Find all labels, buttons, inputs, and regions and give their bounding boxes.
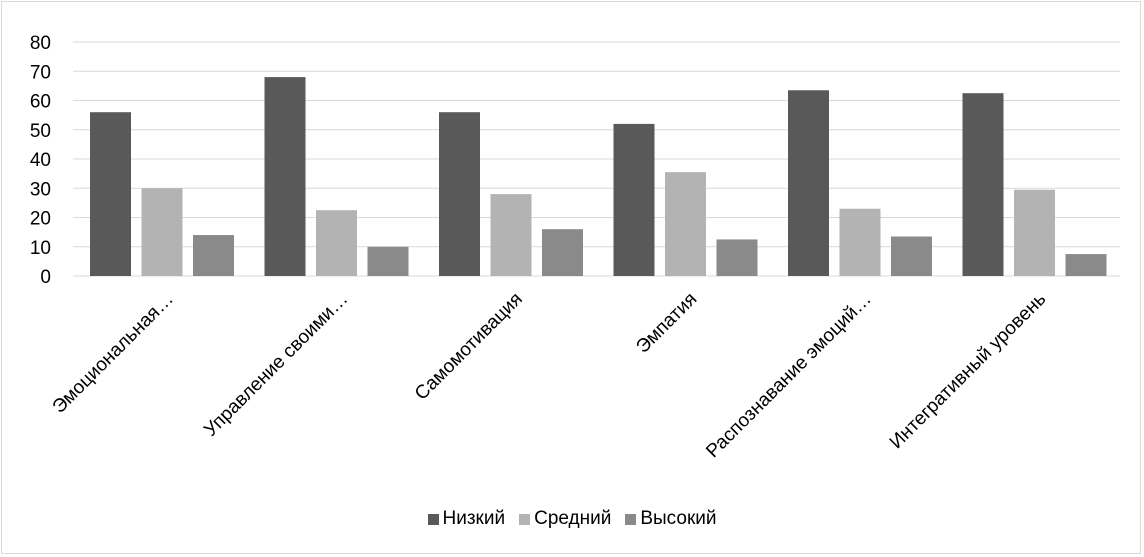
legend-item-series-2: Средний — [519, 508, 611, 530]
bar-series-2-category-2 — [316, 210, 357, 276]
legend-swatch-series-2 — [519, 513, 531, 525]
bar-series-3-category-2 — [367, 246, 409, 276]
bar-series-1-category-1 — [90, 112, 131, 276]
y-tick-label: 0 — [40, 267, 51, 288]
x-category-label: Распознавание эмоций… — [702, 289, 875, 462]
bar-series-2-category-1 — [141, 188, 183, 276]
bar-series-3-category-6 — [1065, 254, 1107, 276]
x-category-label: Эмпатия — [632, 289, 701, 358]
legend: Низкий Средний Высокий — [0, 508, 1144, 530]
bar-series-1-category-4 — [613, 123, 655, 277]
y-axis-tick-labels: 0 10 20 30 40 50 60 70 80 — [30, 33, 51, 288]
bar-series-3-category-1 — [193, 235, 234, 276]
y-tick-label: 40 — [30, 150, 51, 171]
x-category-label: Интегративный уровень — [886, 289, 1051, 454]
legend-label-series-3: Высокий — [640, 508, 717, 529]
bar-series-2-category-5 — [839, 208, 881, 276]
x-axis-category-labels: Эмоциональная… Управление своими… Самомоти… — [49, 289, 1051, 463]
bar-series-3-category-5 — [891, 236, 932, 276]
bar-series-3-category-3 — [542, 229, 583, 276]
bar-series-1-category-6 — [962, 93, 1004, 276]
y-tick-label: 50 — [30, 121, 51, 142]
y-tick-label: 10 — [30, 238, 51, 259]
bar-series-1-category-3 — [439, 112, 480, 276]
gridlines — [73, 41, 1120, 277]
bar-series-2-category-3 — [490, 194, 532, 276]
x-category-label: Самомотивация — [411, 289, 527, 405]
bars — [90, 77, 1107, 277]
x-category-label: Эмоциональная… — [49, 289, 178, 418]
legend-item-series-1: Низкий — [427, 508, 506, 530]
y-tick-label: 30 — [30, 179, 51, 200]
legend-swatch-series-1 — [427, 513, 439, 525]
bar-series-2-category-6 — [1014, 189, 1055, 276]
bar-series-3-category-4 — [716, 239, 758, 276]
y-tick-label: 70 — [30, 62, 51, 83]
legend-label-series-2: Средний — [534, 508, 612, 529]
bar-series-1-category-5 — [788, 90, 829, 276]
legend-item-series-3: Высокий — [625, 508, 717, 530]
bar-series-1-category-2 — [264, 77, 306, 276]
x-category-label: Управление своими… — [200, 289, 352, 441]
legend-swatch-series-3 — [625, 513, 637, 525]
y-tick-label: 60 — [30, 92, 51, 113]
y-tick-label: 80 — [30, 33, 51, 54]
y-tick-label: 20 — [30, 209, 51, 230]
legend-label-series-1: Низкий — [442, 508, 506, 529]
bar-series-2-category-4 — [665, 172, 706, 276]
